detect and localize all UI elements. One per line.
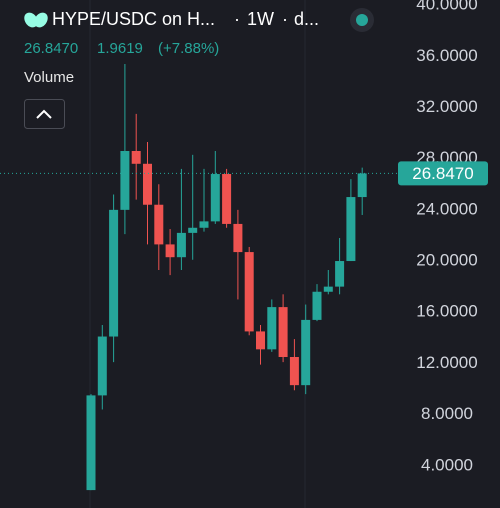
candle-body [165,244,175,258]
source: d... [294,9,319,29]
collapse-button[interactable] [24,99,65,129]
interval: 1W [247,9,274,29]
candle-body [97,336,107,396]
y-tick-label: 4.0000 [421,455,473,474]
y-tick-label: 20.0000 [416,251,477,270]
y-tick-label: 16.0000 [416,302,477,321]
candle-body [289,357,299,386]
header: HYPE/USDC on H... · 1W · d... 26.8470 1.… [24,8,374,129]
candle-body [109,209,119,337]
y-tick-label: 40.0000 [416,0,477,14]
separator: · [282,9,288,29]
candle-body [244,252,254,332]
plot [86,63,367,491]
last-price-badge [398,161,488,186]
symbol-title: HYPE/USDC on H... [52,9,215,29]
separator: · [234,9,240,29]
candle-body [256,331,265,350]
candle-body [301,319,311,386]
candle-body [143,163,152,205]
candle-body [188,227,198,233]
candle-body [199,221,209,228]
candle-body [323,286,333,292]
candle-body [312,291,322,320]
candle-body [278,307,288,358]
candle-body [267,307,277,350]
y-tick-label: 36.0000 [416,46,477,65]
candle-body [210,174,220,222]
candle-body [233,223,243,253]
y-tick-label: 8.0000 [421,404,473,423]
candle-body [346,197,356,262]
y-tick-label: 24.0000 [416,199,477,218]
indicator-label: Volume [24,69,74,86]
candle-body [176,232,186,258]
legend-price: 26.8470 [24,40,78,57]
status-dot [356,14,368,26]
legend-change: 1.9619 [97,40,143,57]
candle-body [131,150,141,164]
y-tick-label: 32.0000 [416,97,477,116]
candle-body [335,261,345,287]
legend-change-percent: (+7.88%) [158,40,219,57]
candle-body [154,204,164,245]
candle-body [357,173,367,198]
candle-body [222,174,232,224]
symbol-icon [24,12,48,28]
last-price-label: 26.8470 [412,164,473,183]
chevron-up-icon [36,109,52,119]
y-tick-label: 12.0000 [416,353,477,372]
candle-body [86,395,96,491]
candle-body [120,150,130,210]
